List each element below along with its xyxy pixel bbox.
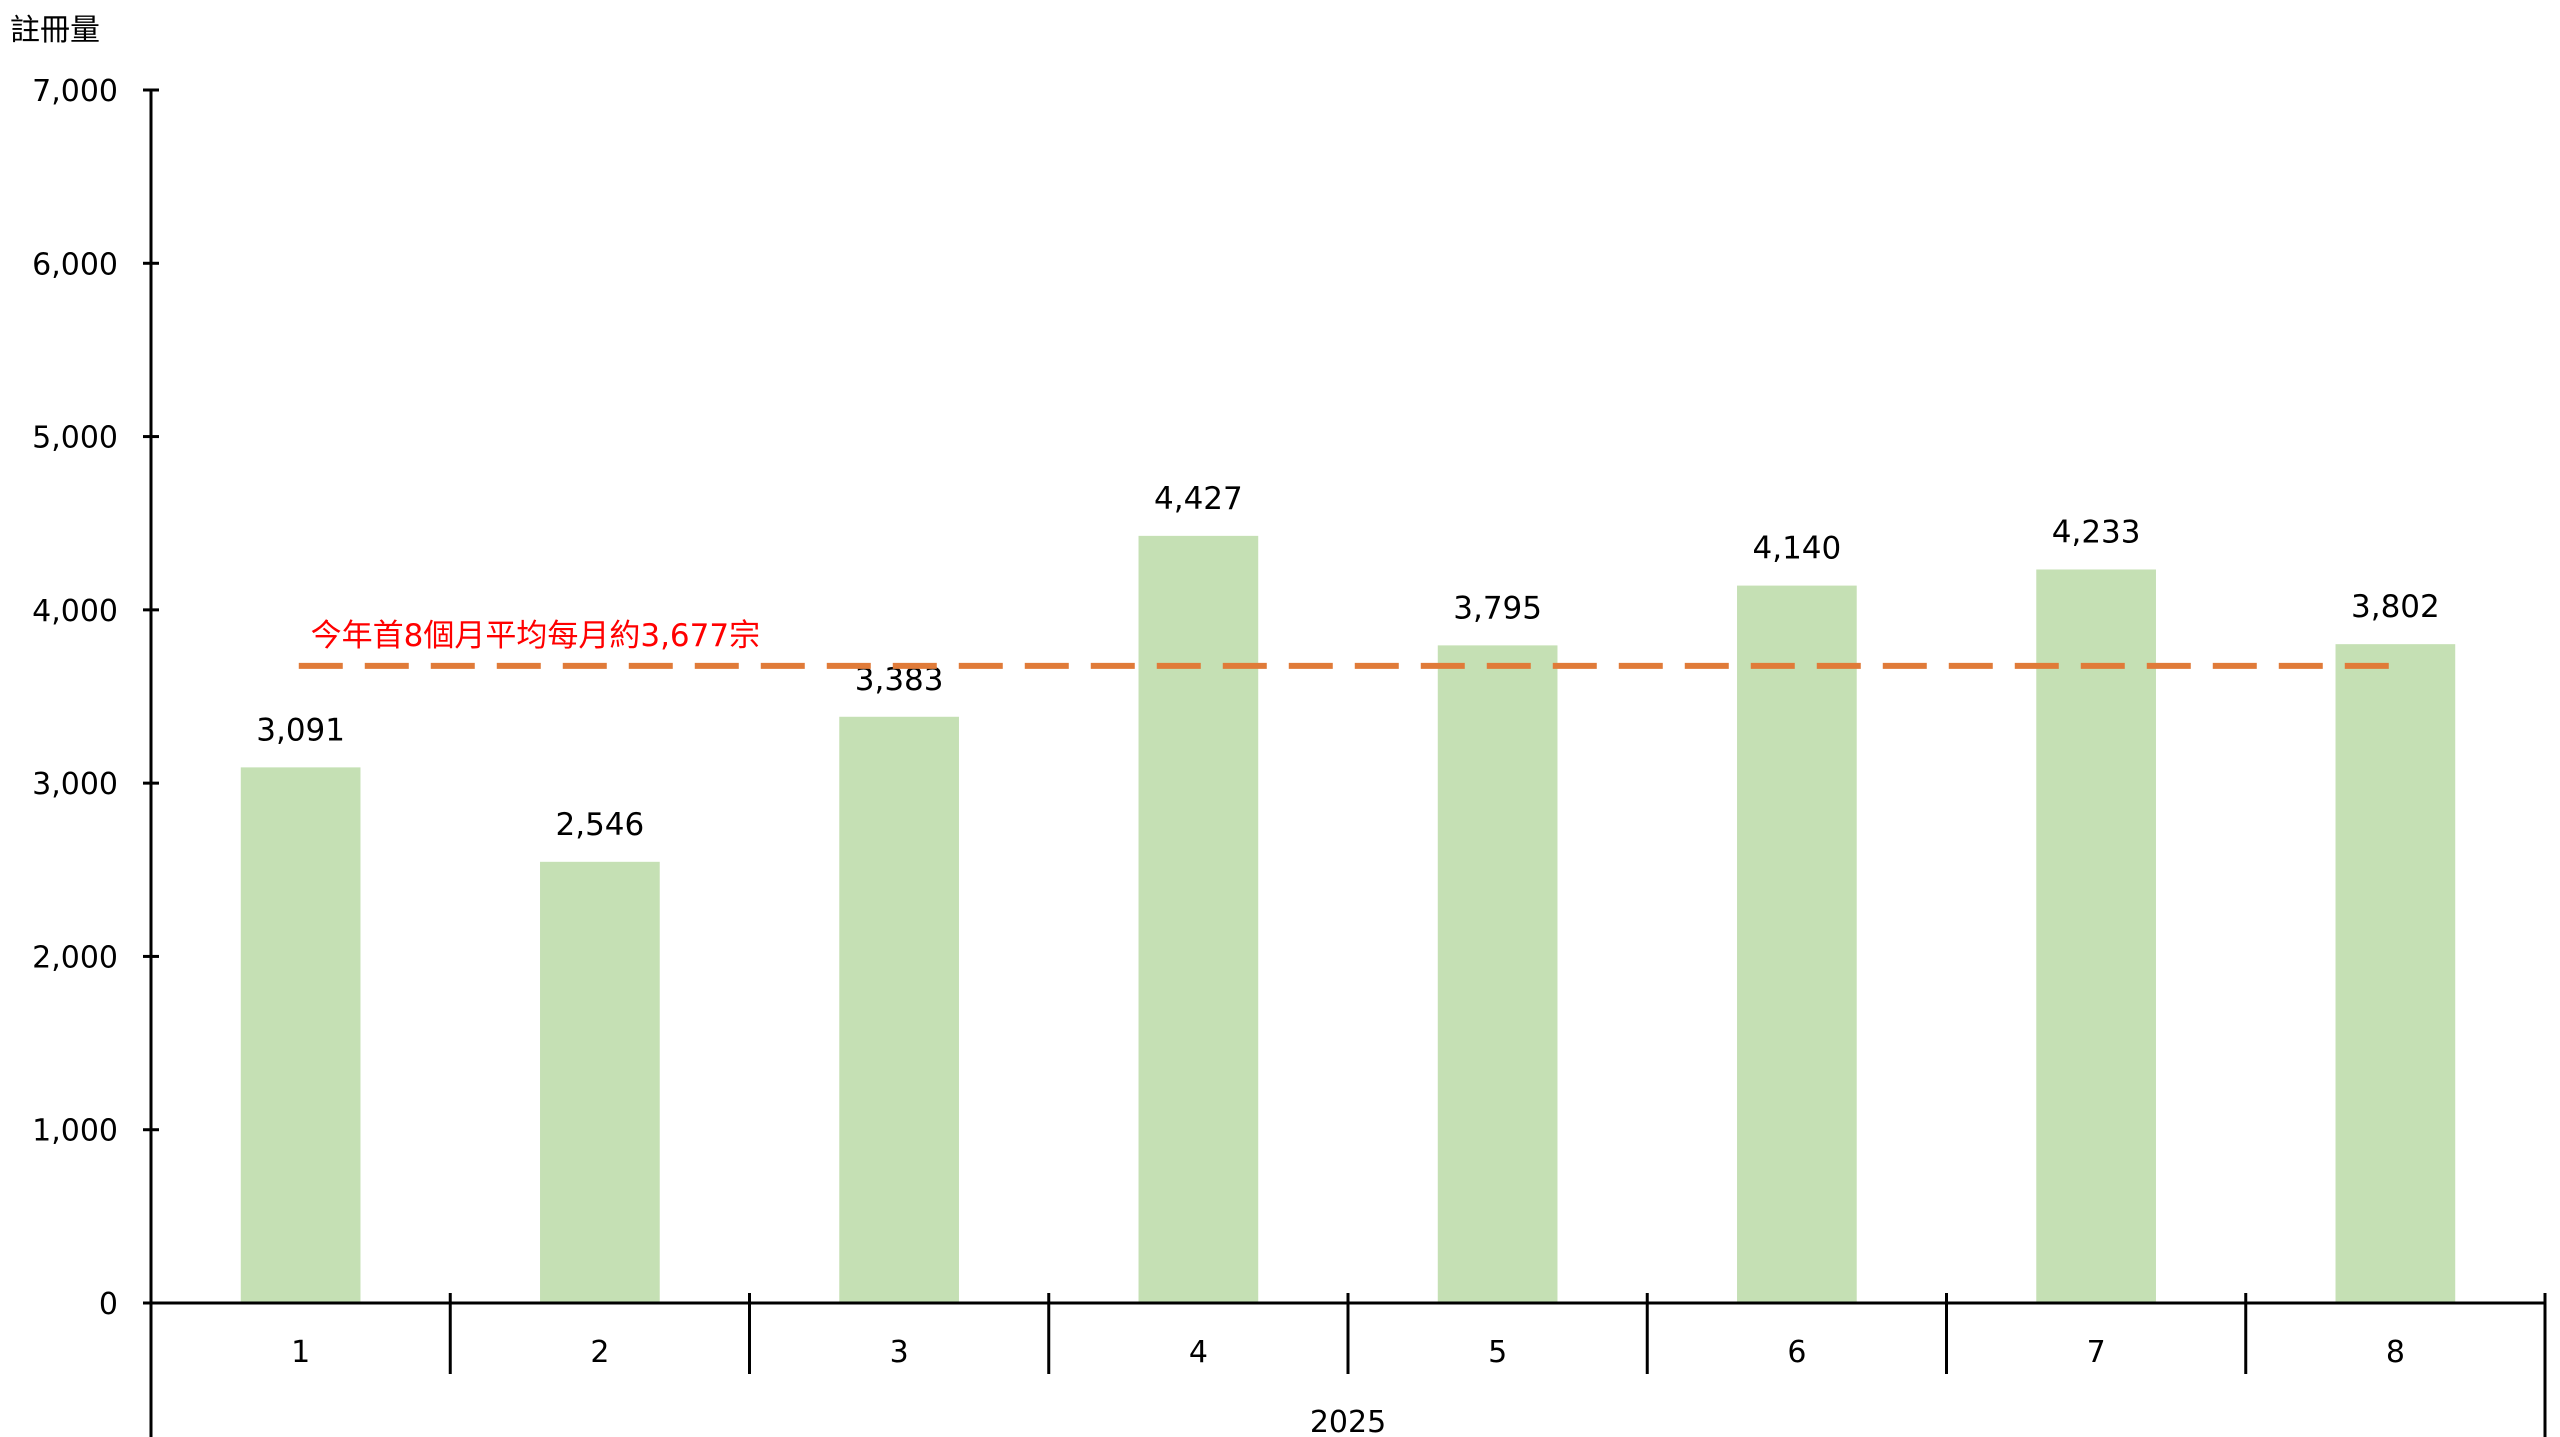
y-tick-label: 6,000 [32, 247, 118, 282]
x-tick-label-3: 3 [890, 1335, 909, 1370]
x-group-label: 2025 [1310, 1405, 1386, 1437]
x-tick-label-2: 2 [590, 1335, 609, 1370]
x-tick-label-5: 5 [1488, 1335, 1507, 1370]
data-label-8: 3,802 [2351, 589, 2440, 625]
y-tick-label: 1,000 [32, 1114, 118, 1149]
y-tick-label: 7,000 [32, 74, 118, 109]
data-label-5: 3,795 [1453, 590, 1542, 626]
x-axis: 1 2 3 4 5 6 7 8 [151, 1293, 2547, 1437]
x-tick-label-6: 6 [1787, 1335, 1806, 1370]
bar-4 [1138, 535, 1259, 1303]
y-axis-title: 註冊量 [10, 13, 100, 48]
y-tick-label: 5,000 [32, 421, 118, 456]
y-axis: 0 1,000 2,000 3,000 4,000 5,000 6,000 7,000 [32, 74, 159, 1437]
bar-8 [2335, 644, 2456, 1303]
bar-2 [540, 861, 660, 1303]
bar-3 [839, 716, 959, 1303]
x-tick-label-4: 4 [1189, 1335, 1208, 1370]
x-tick-label-7: 7 [2087, 1335, 2106, 1370]
bar-7 [2036, 569, 2156, 1303]
y-tick-label: 0 [99, 1287, 118, 1322]
x-tick-label-1: 1 [291, 1335, 310, 1370]
y-tick-label: 2,000 [32, 940, 118, 975]
data-label-7: 4,233 [2052, 514, 2141, 550]
y-tick-label: 4,000 [32, 594, 118, 629]
data-label-6: 4,140 [1753, 531, 1842, 567]
data-label-1: 3,091 [256, 712, 345, 748]
bars [240, 535, 2456, 1303]
data-label-4: 4,427 [1154, 481, 1243, 517]
y-tick-label: 3,000 [32, 767, 118, 802]
bar-1 [240, 767, 361, 1303]
x-tick-label-8: 8 [2386, 1335, 2405, 1370]
data-label-2: 2,546 [556, 807, 645, 843]
average-reference-label: 今年首8個月平均每月約3,677宗 [311, 618, 760, 654]
bar-5 [1437, 645, 1558, 1303]
bar-6 [1737, 585, 1857, 1303]
average-reference: 今年首8個月平均每月約3,677宗 [298, 618, 2401, 669]
